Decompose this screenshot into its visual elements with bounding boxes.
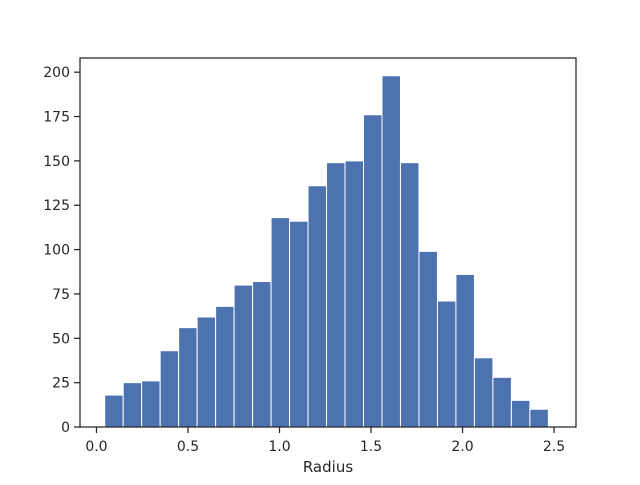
histogram-bar <box>233 284 254 428</box>
x-tick-label: 0.5 <box>177 439 199 455</box>
histogram-bar <box>159 350 180 428</box>
histogram-bar <box>252 281 272 428</box>
histogram-bar <box>196 316 217 428</box>
x-tick-label: 1.5 <box>360 439 382 455</box>
histogram-bar <box>399 162 420 428</box>
x-tick-label: 0.0 <box>85 439 107 455</box>
histogram-bar <box>529 408 549 428</box>
x-tick-label: 1.0 <box>268 439 290 455</box>
plot-frame <box>79 57 577 428</box>
histogram-bar <box>326 162 346 428</box>
histogram-bar <box>178 327 198 428</box>
y-tick-label: 175 <box>43 110 70 126</box>
y-tick-label: 150 <box>43 154 70 170</box>
bars-group <box>104 75 549 428</box>
histogram-bar <box>510 399 531 428</box>
y-tick-label: 125 <box>43 198 70 214</box>
histogram-bar <box>418 250 438 428</box>
histogram-bar <box>215 305 235 428</box>
histogram-bar <box>141 380 161 428</box>
histogram-bar <box>436 300 457 428</box>
y-axis-ticks: 0 25 50 75 100 125 150 175 200 <box>43 65 80 436</box>
x-axis-ticks: 0.0 0.5 1.0 1.5 2.0 2.5 <box>85 427 565 455</box>
histogram-bar <box>473 357 494 428</box>
y-tick-label: 50 <box>52 331 70 347</box>
histogram-bar <box>270 217 291 428</box>
histogram-bar <box>307 185 328 428</box>
histogram-bar <box>289 220 309 428</box>
x-tick-label: 2.5 <box>543 439 565 455</box>
histogram-bar <box>492 376 512 428</box>
histogram-bar <box>363 114 383 428</box>
histogram-bar <box>104 394 124 428</box>
x-axis-label: Radius <box>303 458 353 476</box>
histogram-bar <box>344 160 365 428</box>
y-tick-label: 200 <box>43 65 70 81</box>
histogram-bar <box>455 273 475 428</box>
y-tick-label: 0 <box>61 420 70 436</box>
histogram-bar <box>122 382 143 428</box>
histogram-bar <box>381 75 401 428</box>
y-tick-label: 100 <box>43 243 70 259</box>
y-tick-label: 25 <box>52 376 70 392</box>
x-tick-label: 2.0 <box>451 439 473 455</box>
y-tick-label: 75 <box>52 287 70 303</box>
